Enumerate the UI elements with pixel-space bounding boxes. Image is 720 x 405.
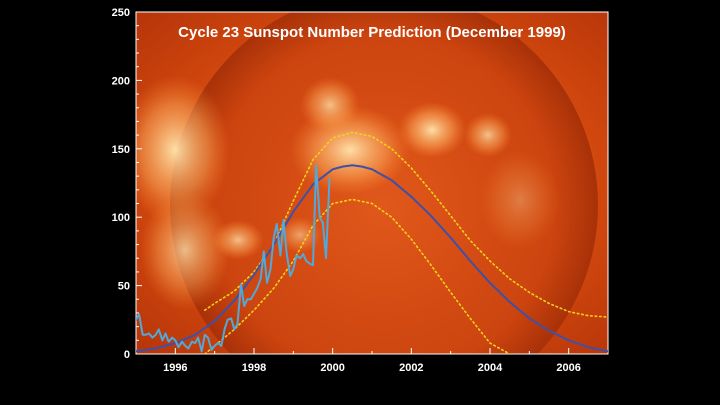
corona-glow bbox=[398, 102, 466, 158]
x-axis: 1996 1998 2000 2002 2004 2006 bbox=[163, 348, 581, 374]
x-tick-label: 1998 bbox=[242, 362, 266, 374]
corona-glow bbox=[212, 220, 264, 260]
corona-glow bbox=[464, 113, 512, 157]
corona-glow bbox=[140, 190, 230, 310]
y-tick-label: 100 bbox=[112, 212, 130, 224]
prediction-bound-line bbox=[204, 198, 511, 354]
corona-glow bbox=[300, 77, 360, 133]
y-tick-label: 50 bbox=[118, 281, 130, 293]
x-tick-label: 2004 bbox=[478, 362, 503, 374]
y-tick-label: 0 bbox=[124, 349, 130, 361]
predicted-sunspot-line bbox=[136, 164, 608, 353]
x-tick-label: 2006 bbox=[556, 362, 580, 374]
x-tick-label: 2002 bbox=[399, 362, 423, 374]
x-tick-label: 2000 bbox=[320, 362, 344, 374]
y-tick-label: 200 bbox=[112, 75, 130, 87]
corona-glow bbox=[278, 217, 322, 253]
corona-glow bbox=[136, 75, 230, 225]
y-tick-label: 250 bbox=[112, 7, 130, 19]
x-tick-label: 1996 bbox=[163, 362, 187, 374]
chart-title: Cycle 23 Sunspot Number Prediction (Dece… bbox=[178, 24, 566, 41]
corona-glow bbox=[480, 150, 560, 250]
series-layer bbox=[136, 131, 608, 354]
prediction-bound-line bbox=[204, 131, 608, 318]
y-axis: 0 50 100 150 200 250 bbox=[112, 7, 142, 361]
observed-sunspot-line bbox=[136, 164, 331, 353]
y-tick-label: 150 bbox=[112, 144, 130, 156]
